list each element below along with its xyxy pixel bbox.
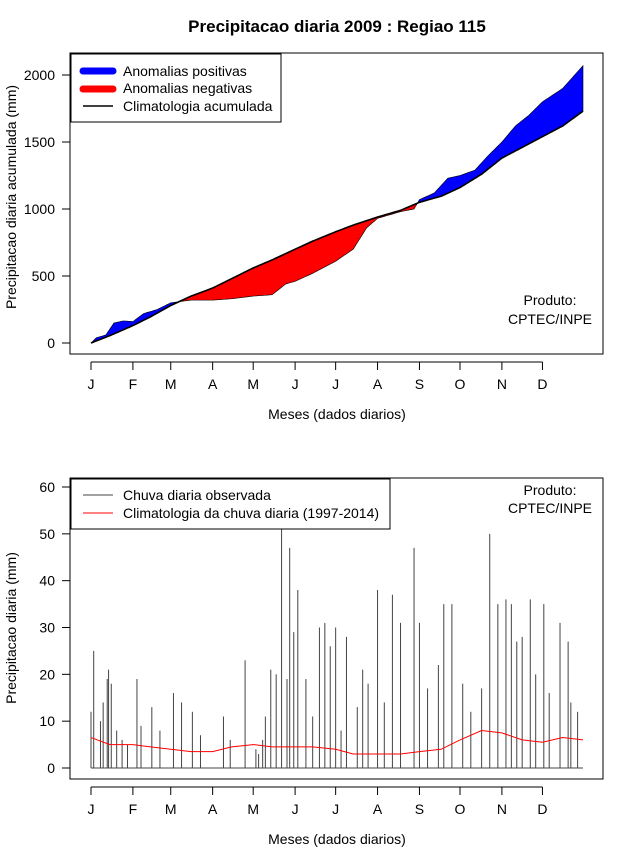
cumulative-y-tick-label: 1500	[24, 134, 55, 150]
legend-positive-label: Anomalias positivas	[123, 63, 247, 79]
cumulative-x-tick-label: N	[497, 376, 507, 392]
daily-y-tick-label: 40	[39, 573, 55, 589]
cumulative-x-tick-label: O	[455, 376, 466, 392]
cumulative-x-label: Meses (dados diarios)	[268, 406, 406, 422]
cumulative-x-tick-label: J	[332, 376, 339, 392]
cumulative-x-tick-label: S	[415, 376, 424, 392]
daily-panel: 0 10 20 30 40 50 60 J F M A M J J A S O N D Meses (dados …	[3, 477, 604, 847]
cumulative-x-tick-label: J	[292, 376, 299, 392]
legend-climatology-label: Climatologia acumulada	[123, 98, 273, 114]
positive-anomaly-area	[416, 64, 584, 206]
figure-title: Precipitacao diaria 2009 : Regiao 115	[188, 17, 486, 36]
daily-legend: Chuva diaria observada Climatologia da c…	[70, 478, 391, 530]
cumulative-y-tick-label: 0	[47, 335, 55, 351]
cumulative-y-label: Precipitacao diaria acumulada (mm)	[3, 85, 19, 309]
cumulative-x-tick-label: M	[247, 376, 259, 392]
daily-x-label: Meses (dados diarios)	[268, 831, 406, 847]
daily-y-label: Precipitacao diaria (mm)	[3, 552, 19, 704]
daily-x-tick-label: J	[292, 801, 299, 817]
daily-x-tick-label: J	[88, 801, 95, 817]
daily-y-tick-label: 60	[39, 479, 55, 495]
cumulative-x-tick-label: A	[373, 376, 383, 392]
daily-x-tick-label: J	[332, 801, 339, 817]
daily-legend-box	[70, 478, 391, 530]
daily-x-tick-label: F	[129, 801, 138, 817]
climatology-accumulated-line	[90, 110, 584, 344]
daily-y-tick-label: 50	[39, 526, 55, 542]
legend-observed-label: Chuva diaria observada	[123, 487, 271, 503]
daily-x-tick-label: A	[208, 801, 218, 817]
daily-x-tick-label: S	[415, 801, 424, 817]
daily-y-axis: 0 10 20 30 40 50 60	[39, 479, 71, 776]
daily-y-tick-label: 0	[47, 760, 55, 776]
daily-x-tick-label: M	[165, 801, 177, 817]
daily-x-tick-label: O	[455, 801, 466, 817]
daily-plot-area	[90, 505, 584, 769]
cumulative-y-tick-label: 1000	[24, 201, 55, 217]
cumulative-plot-area	[90, 64, 584, 344]
legend-climatology-daily-label: Climatologia da chuva diaria (1997-2014)	[123, 505, 379, 521]
cumulative-x-tick-label: J	[88, 376, 95, 392]
daily-y-tick-label: 30	[39, 620, 55, 636]
cumulative-legend: Anomalias positivas Anomalias negativas …	[70, 53, 282, 123]
daily-x-tick-label: D	[537, 801, 547, 817]
cumulative-y-tick-label: 2000	[24, 67, 55, 83]
cumulative-y-tick-label: 500	[32, 268, 56, 284]
climatology-daily-line	[90, 730, 584, 755]
daily-credit-line1: Produto:	[524, 482, 577, 498]
daily-y-tick-label: 20	[39, 666, 55, 682]
cumulative-panel: 0 500 1000 1500 2000 J F M A M J J A S O N D Meses (dad…	[3, 52, 604, 422]
cumulative-x-tick-label: A	[208, 376, 218, 392]
daily-x-tick-label: M	[247, 801, 259, 817]
cumulative-credit-line2: CPTEC/INPE	[508, 311, 592, 327]
daily-x-tick-label: N	[497, 801, 507, 817]
daily-credit-line2: CPTEC/INPE	[508, 500, 592, 516]
daily-x-tick-label: A	[373, 801, 383, 817]
cumulative-x-tick-label: M	[165, 376, 177, 392]
cumulative-credit-line1: Produto:	[524, 292, 577, 308]
cumulative-x-tick-label: F	[129, 376, 138, 392]
daily-y-tick-label: 10	[39, 713, 55, 729]
legend-negative-label: Anomalias negativas	[123, 80, 252, 96]
cumulative-x-tick-label: D	[537, 376, 547, 392]
cumulative-y-axis: 0 500 1000 1500 2000	[24, 67, 71, 351]
